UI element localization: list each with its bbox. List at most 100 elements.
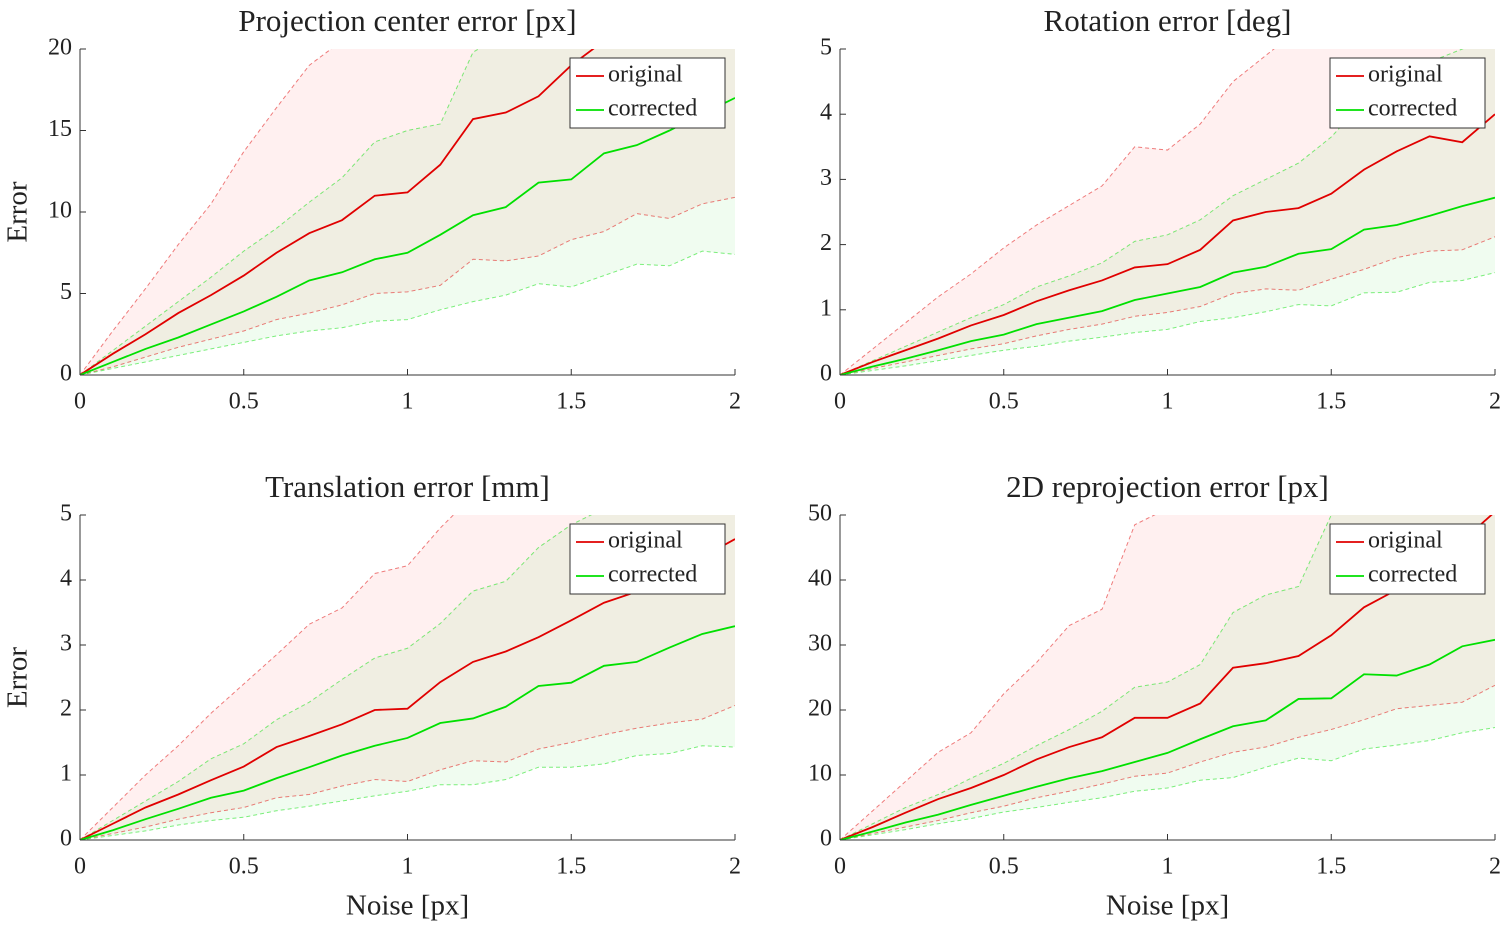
plot-area xyxy=(840,49,1495,375)
band-edge xyxy=(840,272,1495,375)
x-tick-label: 1.5 xyxy=(1316,389,1346,415)
y-tick-label: 10 xyxy=(48,198,72,224)
y-tick-label: 0 xyxy=(60,361,72,387)
band-edge xyxy=(80,49,480,375)
y-tick-label: 1 xyxy=(820,295,832,321)
y-tick-label: 15 xyxy=(48,116,72,142)
x-tick-label: 1.5 xyxy=(556,854,586,880)
x-tick-label: 0 xyxy=(834,854,846,880)
y-tick-label: 2 xyxy=(820,230,832,256)
y-tick-label: 4 xyxy=(820,100,832,126)
x-tick-label: 2 xyxy=(729,854,741,880)
plot-area xyxy=(80,515,735,840)
y-tick-label: 5 xyxy=(60,501,72,527)
y-tick-label: 5 xyxy=(820,35,832,61)
y-tick-label: 20 xyxy=(48,35,72,61)
x-tick-label: 0.5 xyxy=(229,389,259,415)
x-tick-label: 1.5 xyxy=(1316,854,1346,880)
y-tick-label: 4 xyxy=(60,566,72,592)
series-line xyxy=(80,49,595,375)
legend: original corrected xyxy=(1329,523,1486,595)
series-line xyxy=(840,113,1495,375)
x-tick-label: 0 xyxy=(74,854,86,880)
series-line xyxy=(80,538,735,840)
band-edge xyxy=(80,515,593,840)
x-tick-label: 0 xyxy=(74,389,86,415)
plot-area xyxy=(840,515,1495,840)
y-axis-label: Error xyxy=(2,647,34,709)
band-fill xyxy=(840,515,1495,840)
x-axis-label: Noise [px] xyxy=(1106,890,1229,922)
x-tick-label: 1 xyxy=(1162,389,1174,415)
y-tick-label: 50 xyxy=(808,501,832,527)
legend-label: corrected xyxy=(608,562,697,588)
legend: original corrected xyxy=(569,57,726,129)
y-tick-label: 20 xyxy=(808,696,832,722)
band-edge xyxy=(840,684,1495,840)
y-tick-label: 1 xyxy=(60,761,72,787)
x-tick-label: 2 xyxy=(729,389,741,415)
x-tick-label: 0.5 xyxy=(989,389,1019,415)
band-fill xyxy=(80,515,735,840)
legend: original corrected xyxy=(569,523,726,595)
y-tick-label: 3 xyxy=(820,165,832,191)
series-line xyxy=(80,97,735,375)
legend-box xyxy=(569,523,726,595)
y-tick-label: 0 xyxy=(820,826,832,852)
legend-box xyxy=(1329,523,1486,595)
y-tick-label: 2 xyxy=(60,696,72,722)
subplot: 0 0.5 1 1.5 2 0 1 2 3 4 5 Rotation error [deg] origi… xyxy=(820,3,1500,415)
subplot: 0 0.5 1 1.5 2 0 1 2 3 4 5 Translation error [mm] Noi… xyxy=(2,469,741,922)
legend-label: original xyxy=(608,528,683,554)
chart-title: Projection center error [px] xyxy=(238,3,576,38)
band-fill xyxy=(840,49,1495,375)
legend-box xyxy=(569,57,726,129)
legend-label: original xyxy=(1368,62,1443,88)
x-tick-label: 1 xyxy=(402,854,414,880)
x-tick-label: 2 xyxy=(1489,854,1500,880)
x-tick-label: 1 xyxy=(402,389,414,415)
band-edge xyxy=(840,515,1333,840)
y-tick-label: 10 xyxy=(808,761,832,787)
band-edge xyxy=(80,745,735,840)
x-axis-label: Noise [px] xyxy=(346,890,469,922)
x-tick-label: 0.5 xyxy=(229,854,259,880)
series-line xyxy=(840,515,1493,840)
band-fill xyxy=(840,515,1495,840)
y-tick-label: 0 xyxy=(60,826,72,852)
band-fill xyxy=(80,515,735,840)
chart-title: 2D reprojection error [px] xyxy=(1006,469,1329,504)
band-edge xyxy=(80,704,735,840)
legend-label: corrected xyxy=(1368,96,1457,122)
chart-title: Rotation error [deg] xyxy=(1044,3,1292,38)
band-edge xyxy=(80,196,735,375)
y-tick-label: 3 xyxy=(60,631,72,657)
x-tick-label: 0.5 xyxy=(989,854,1019,880)
plot-area xyxy=(80,49,735,375)
x-tick-label: 1 xyxy=(1162,854,1174,880)
y-tick-label: 0 xyxy=(820,361,832,387)
series-line xyxy=(80,625,735,840)
y-axis-label: Error xyxy=(2,181,34,243)
legend: original corrected xyxy=(1329,57,1486,129)
legend-label: corrected xyxy=(1368,562,1457,588)
band-edge xyxy=(840,49,1275,375)
x-tick-label: 1.5 xyxy=(556,389,586,415)
series-line xyxy=(840,638,1495,840)
band-fill xyxy=(80,49,735,375)
y-tick-label: 30 xyxy=(808,631,832,657)
legend-label: corrected xyxy=(608,96,697,122)
band-edge xyxy=(80,250,735,375)
legend-box xyxy=(1329,57,1486,129)
y-tick-label: 5 xyxy=(60,279,72,305)
x-tick-label: 2 xyxy=(1489,389,1500,415)
chart-title: Translation error [mm] xyxy=(265,469,550,504)
series-line xyxy=(840,196,1495,375)
band-edge xyxy=(840,727,1495,840)
legend-label: original xyxy=(1368,528,1443,554)
band-fill xyxy=(840,49,1495,375)
x-tick-label: 0 xyxy=(834,389,846,415)
